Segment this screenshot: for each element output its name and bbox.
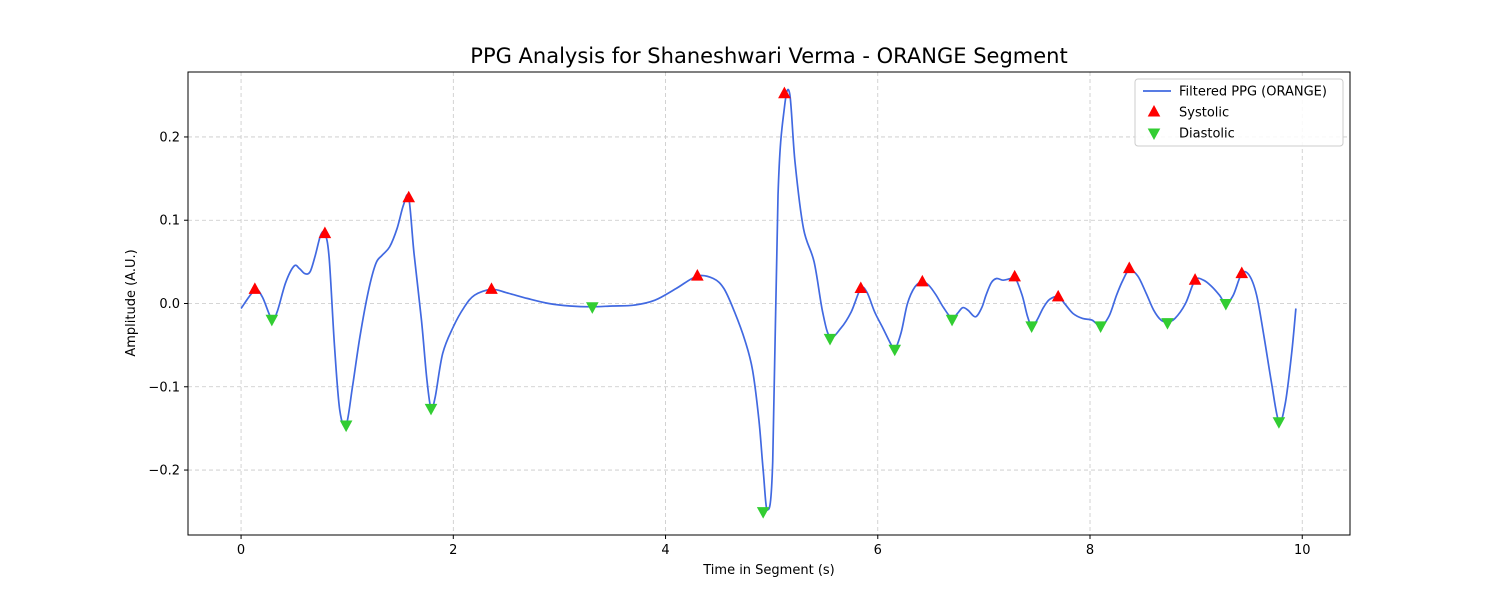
- systolic-marker: [402, 190, 416, 203]
- systolic-marker: [916, 274, 929, 287]
- diastolic-marker: [265, 314, 279, 327]
- systolic-marker: [1008, 269, 1021, 282]
- legend: Filtered PPG (ORANGE) Systolic Diastolic: [1134, 78, 1344, 147]
- systolic-marker: [691, 269, 704, 281]
- diastolic-marker: [586, 302, 599, 314]
- systolic-marker: [778, 86, 791, 99]
- systolic-marker: [485, 282, 498, 294]
- y-tick-label: −0.2: [148, 464, 180, 479]
- systolic-marker: [1188, 273, 1202, 285]
- y-tick-label: 0.0: [159, 297, 180, 312]
- legend-entry-label: Diastolic: [1179, 127, 1235, 142]
- y-tick-label: 0.2: [159, 130, 180, 145]
- diastolic-marker: [888, 344, 902, 357]
- systolic-marker: [1122, 261, 1136, 274]
- legend-diastolic-swatch: [1147, 128, 1161, 140]
- y-axis-label: Amplitude (A.U.): [124, 249, 139, 356]
- legend-entry-label: Systolic: [1179, 106, 1229, 121]
- legend-entry-label: Filtered PPG (ORANGE): [1179, 85, 1327, 100]
- x-tick-label: 4: [661, 543, 669, 558]
- diastolic-marker: [339, 420, 353, 433]
- y-tick-label: 0.1: [159, 214, 180, 229]
- diastolic-marker: [1094, 321, 1107, 333]
- x-tick-label: 6: [874, 543, 882, 558]
- systolic-marker: [854, 281, 868, 294]
- diastolic-marker: [1161, 318, 1174, 330]
- systolic-marker: [1235, 266, 1249, 279]
- x-tick-label: 0: [237, 543, 245, 558]
- ppg-signal-line: [240, 88, 1297, 511]
- axes: 0 2 4 6 8 10 −0.2 −0.1 0.0 0.1 0.2: [148, 130, 1310, 558]
- legend-systolic-swatch: [1147, 105, 1161, 117]
- diastolic-marker: [424, 403, 438, 416]
- diastolic-marker: [1272, 417, 1286, 429]
- x-tick-label: 2: [449, 543, 457, 558]
- diastolic-marker: [823, 333, 837, 346]
- chart-title: PPG Analysis for Shaneshwari Verma - ORA…: [470, 44, 1067, 68]
- series-layer: [240, 86, 1297, 519]
- systolic-marker: [248, 282, 262, 294]
- y-tick-label: −0.1: [148, 380, 180, 395]
- diastolic-marker: [1219, 298, 1233, 311]
- legend-box: [1134, 78, 1344, 147]
- systolic-marker: [1051, 289, 1065, 302]
- diastolic-marker: [1025, 321, 1038, 333]
- x-axis-label: Time in Segment (s): [702, 563, 834, 578]
- diastolic-marker: [756, 507, 770, 519]
- diastolic-marker: [945, 314, 959, 327]
- x-tick-label: 8: [1086, 543, 1094, 558]
- x-tick-label: 10: [1294, 543, 1311, 558]
- systolic-marker: [318, 226, 332, 239]
